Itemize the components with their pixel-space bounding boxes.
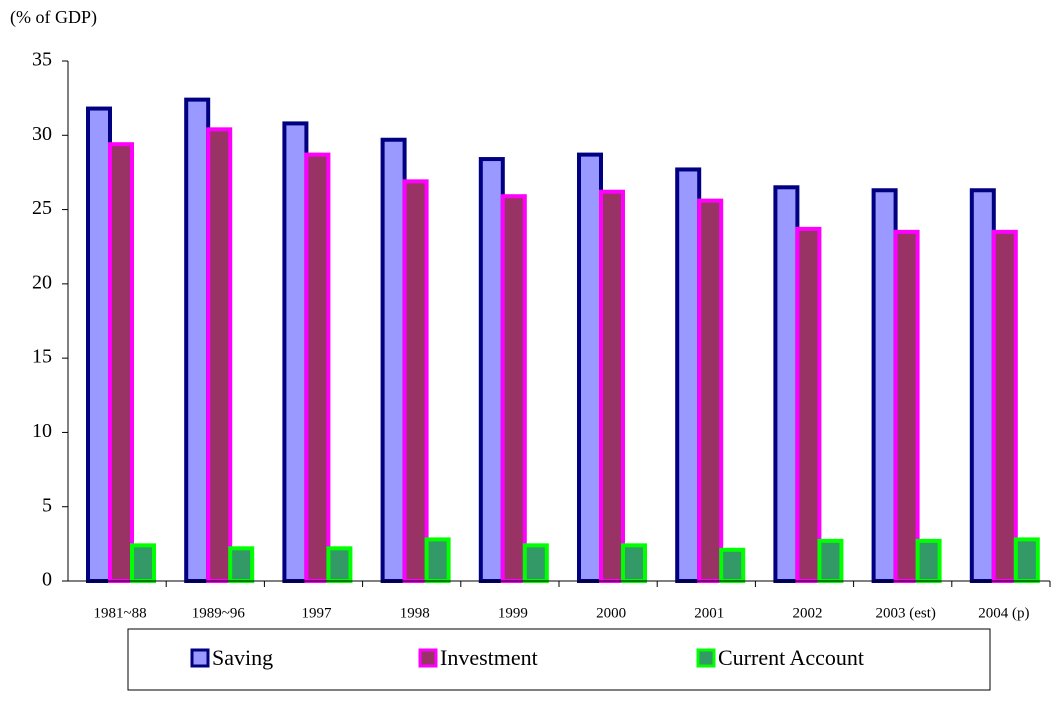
bar bbox=[86, 106, 112, 584]
x-tick-label: 2001 bbox=[694, 605, 724, 621]
legend-swatch bbox=[418, 648, 438, 668]
bar bbox=[1013, 537, 1040, 584]
bar bbox=[522, 543, 549, 583]
y-tick-label: 30 bbox=[32, 123, 52, 145]
bar bbox=[991, 229, 1018, 583]
legend-swatch bbox=[190, 648, 210, 668]
bar bbox=[424, 537, 451, 584]
bar bbox=[795, 226, 822, 583]
bar bbox=[915, 538, 942, 584]
x-tick-label: 1998 bbox=[400, 605, 430, 621]
x-tick-label: 1981~88 bbox=[94, 605, 147, 621]
bar bbox=[773, 185, 800, 584]
bar bbox=[817, 538, 844, 584]
bar bbox=[228, 546, 255, 583]
y-tick-label: 5 bbox=[42, 494, 52, 516]
bar bbox=[184, 97, 211, 583]
bar bbox=[206, 127, 233, 583]
bar bbox=[130, 543, 156, 583]
bar bbox=[697, 198, 724, 584]
bar bbox=[893, 229, 920, 583]
y-tick-label: 15 bbox=[32, 346, 52, 368]
x-tick-label: 1989~96 bbox=[192, 605, 246, 621]
bar bbox=[380, 137, 407, 583]
bar bbox=[478, 157, 505, 584]
bar bbox=[621, 543, 647, 583]
x-tick-label: 2004 (p) bbox=[978, 605, 1029, 621]
bar bbox=[599, 189, 625, 583]
y-tick-label: 10 bbox=[32, 420, 52, 442]
y-tick-label: 20 bbox=[32, 271, 52, 293]
legend-swatch bbox=[696, 648, 716, 668]
y-axis-label: (% of GDP) bbox=[10, 7, 97, 28]
y-tick-label: 35 bbox=[32, 49, 52, 71]
x-tick-label: 2003 (est) bbox=[875, 605, 935, 621]
legend-box bbox=[127, 628, 991, 691]
legend-label: Saving bbox=[212, 645, 273, 670]
bar bbox=[326, 546, 353, 583]
bar bbox=[719, 547, 746, 583]
x-tick-label: 1999 bbox=[498, 605, 528, 621]
x-tick-label: 1997 bbox=[302, 605, 333, 621]
bar bbox=[500, 194, 527, 583]
legend-label: Investment bbox=[440, 645, 538, 670]
bar bbox=[675, 167, 702, 583]
bar bbox=[108, 142, 134, 583]
y-tick-label: 25 bbox=[32, 197, 52, 219]
x-tick-label: 2000 bbox=[596, 605, 626, 621]
y-tick-label: 0 bbox=[42, 569, 52, 591]
bar bbox=[969, 188, 996, 583]
bar bbox=[282, 121, 309, 584]
x-tick-label: 2002 bbox=[793, 605, 823, 621]
bar bbox=[402, 179, 429, 583]
bar bbox=[577, 152, 603, 583]
bar bbox=[304, 152, 331, 583]
bar bbox=[871, 188, 898, 583]
legend-label: Current Account bbox=[718, 645, 864, 670]
